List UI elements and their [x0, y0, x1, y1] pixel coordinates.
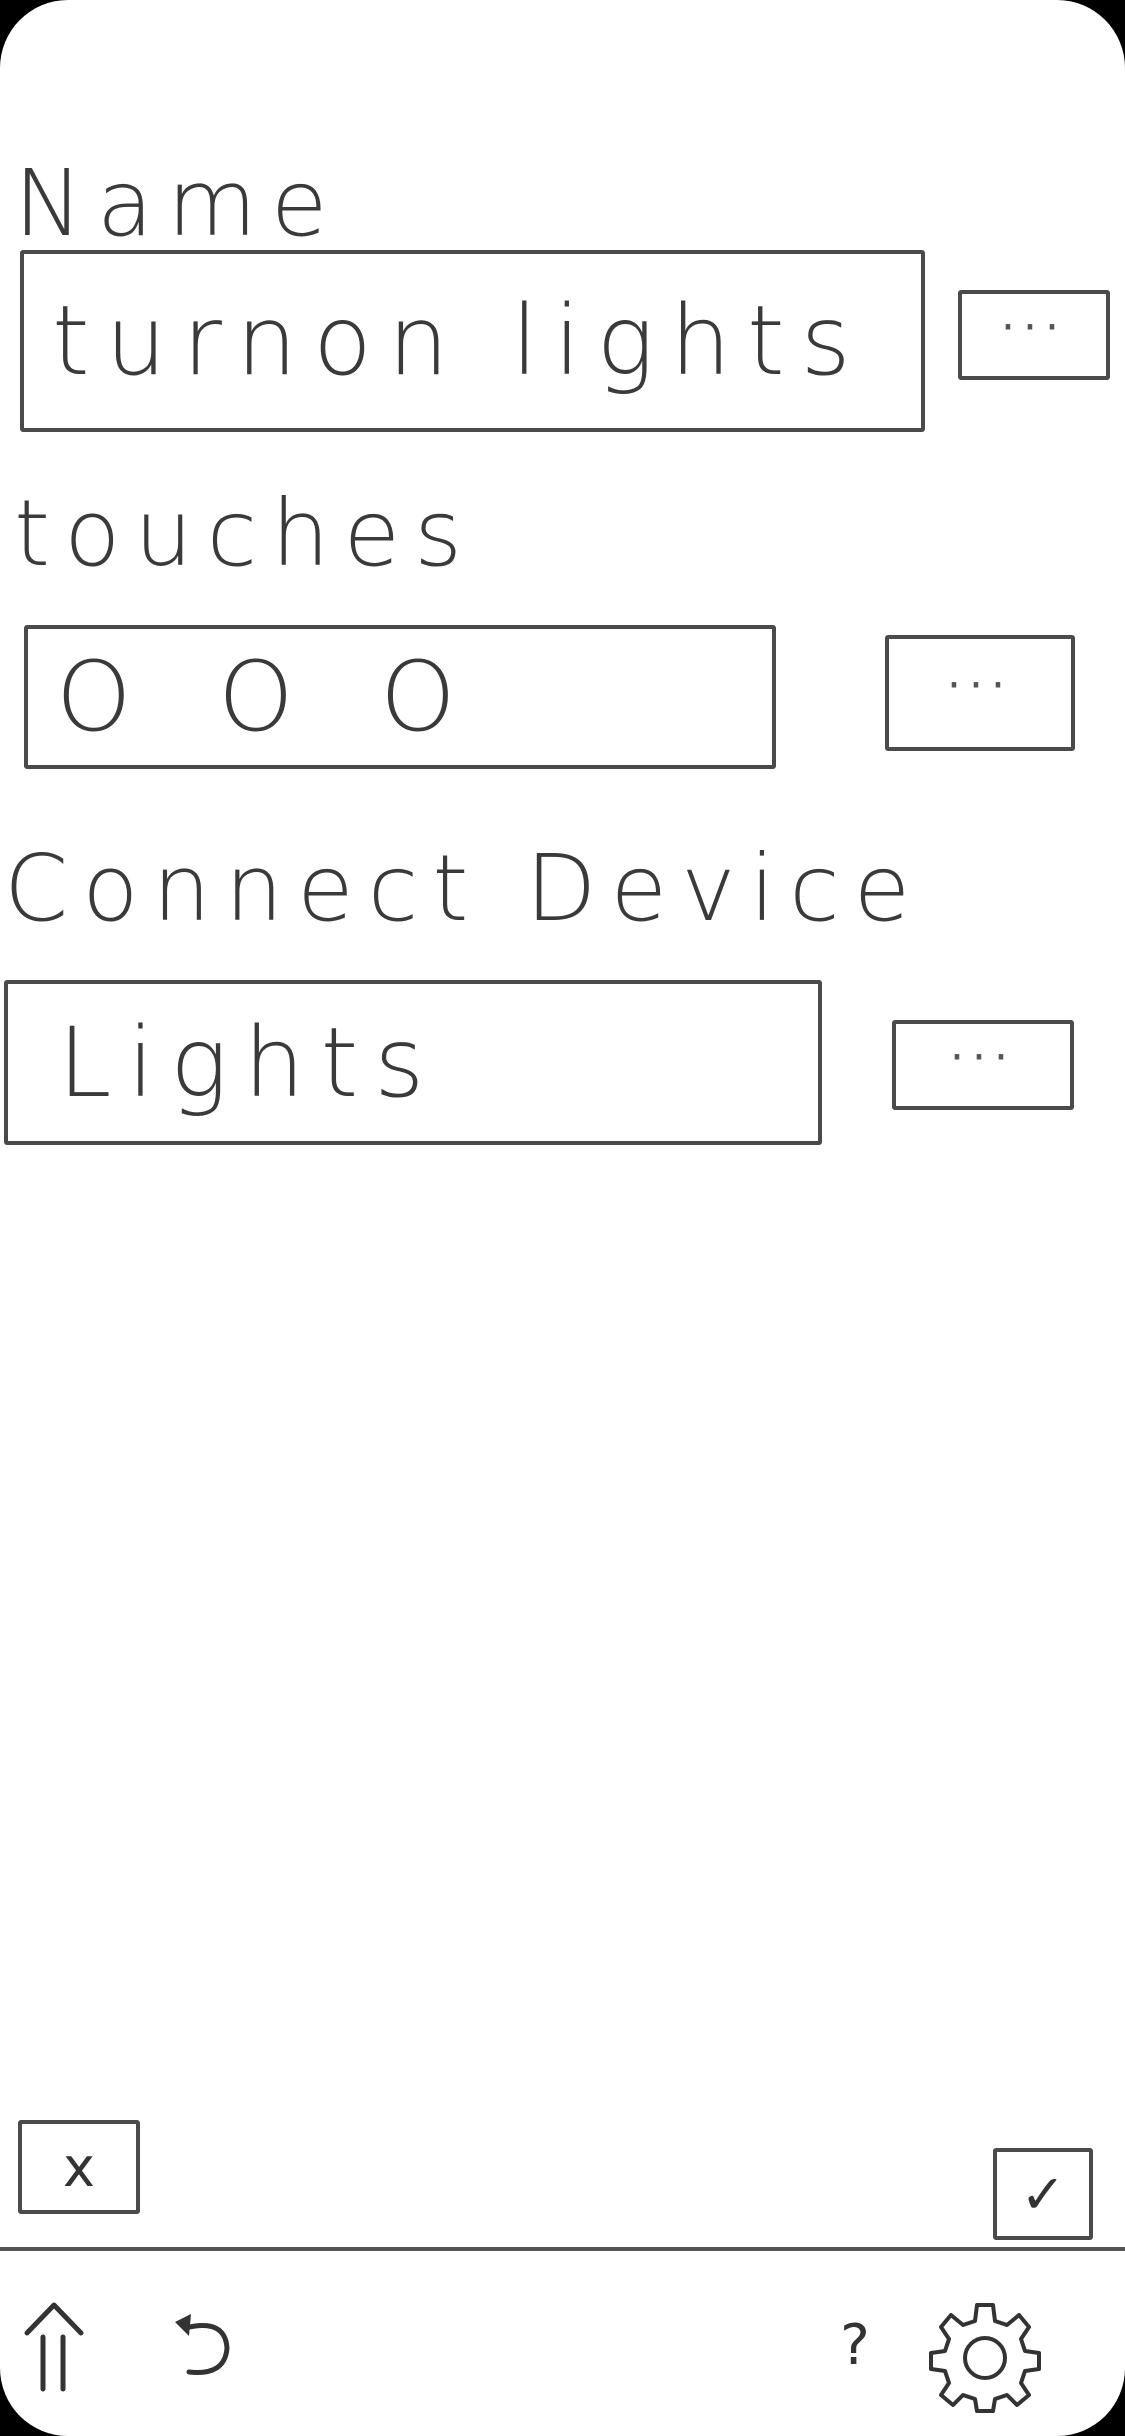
help-icon: ? [840, 2312, 870, 2378]
home-button[interactable] [14, 2290, 94, 2400]
cancel-button[interactable]: x [18, 2120, 140, 2214]
check-icon: ✓ [1020, 2162, 1066, 2226]
confirm-button[interactable]: ✓ [993, 2148, 1093, 2240]
connect-device-value: Lights [58, 1006, 441, 1119]
connect-device-field[interactable]: Lights [4, 980, 822, 1145]
gear-icon [929, 2303, 1041, 2413]
cancel-icon: x [63, 2135, 95, 2199]
back-icon [175, 2314, 230, 2375]
connect-device-label: Connect Device [4, 835, 925, 942]
name-label: Name [14, 150, 342, 257]
home-icon [24, 2302, 84, 2392]
bottom-bar-divider [0, 2247, 1125, 2251]
name-more-button[interactable]: ··· [958, 290, 1110, 380]
settings-button[interactable] [920, 2290, 1050, 2420]
back-button[interactable] [152, 2295, 248, 2391]
touches-label: touches [14, 480, 477, 587]
connect-device-more-button[interactable]: ··· [892, 1020, 1074, 1110]
name-value: turnon lights [52, 285, 867, 397]
help-button[interactable]: ? [832, 2290, 878, 2400]
more-dots: ··· [1001, 302, 1067, 353]
more-dots: ··· [950, 1032, 1016, 1083]
touches-field[interactable]: O O O [24, 625, 776, 769]
touches-more-button[interactable]: ··· [885, 635, 1075, 751]
touches-value: O O O [56, 641, 484, 753]
name-field[interactable]: turnon lights [20, 250, 925, 432]
more-dots: ··· [947, 660, 1013, 711]
